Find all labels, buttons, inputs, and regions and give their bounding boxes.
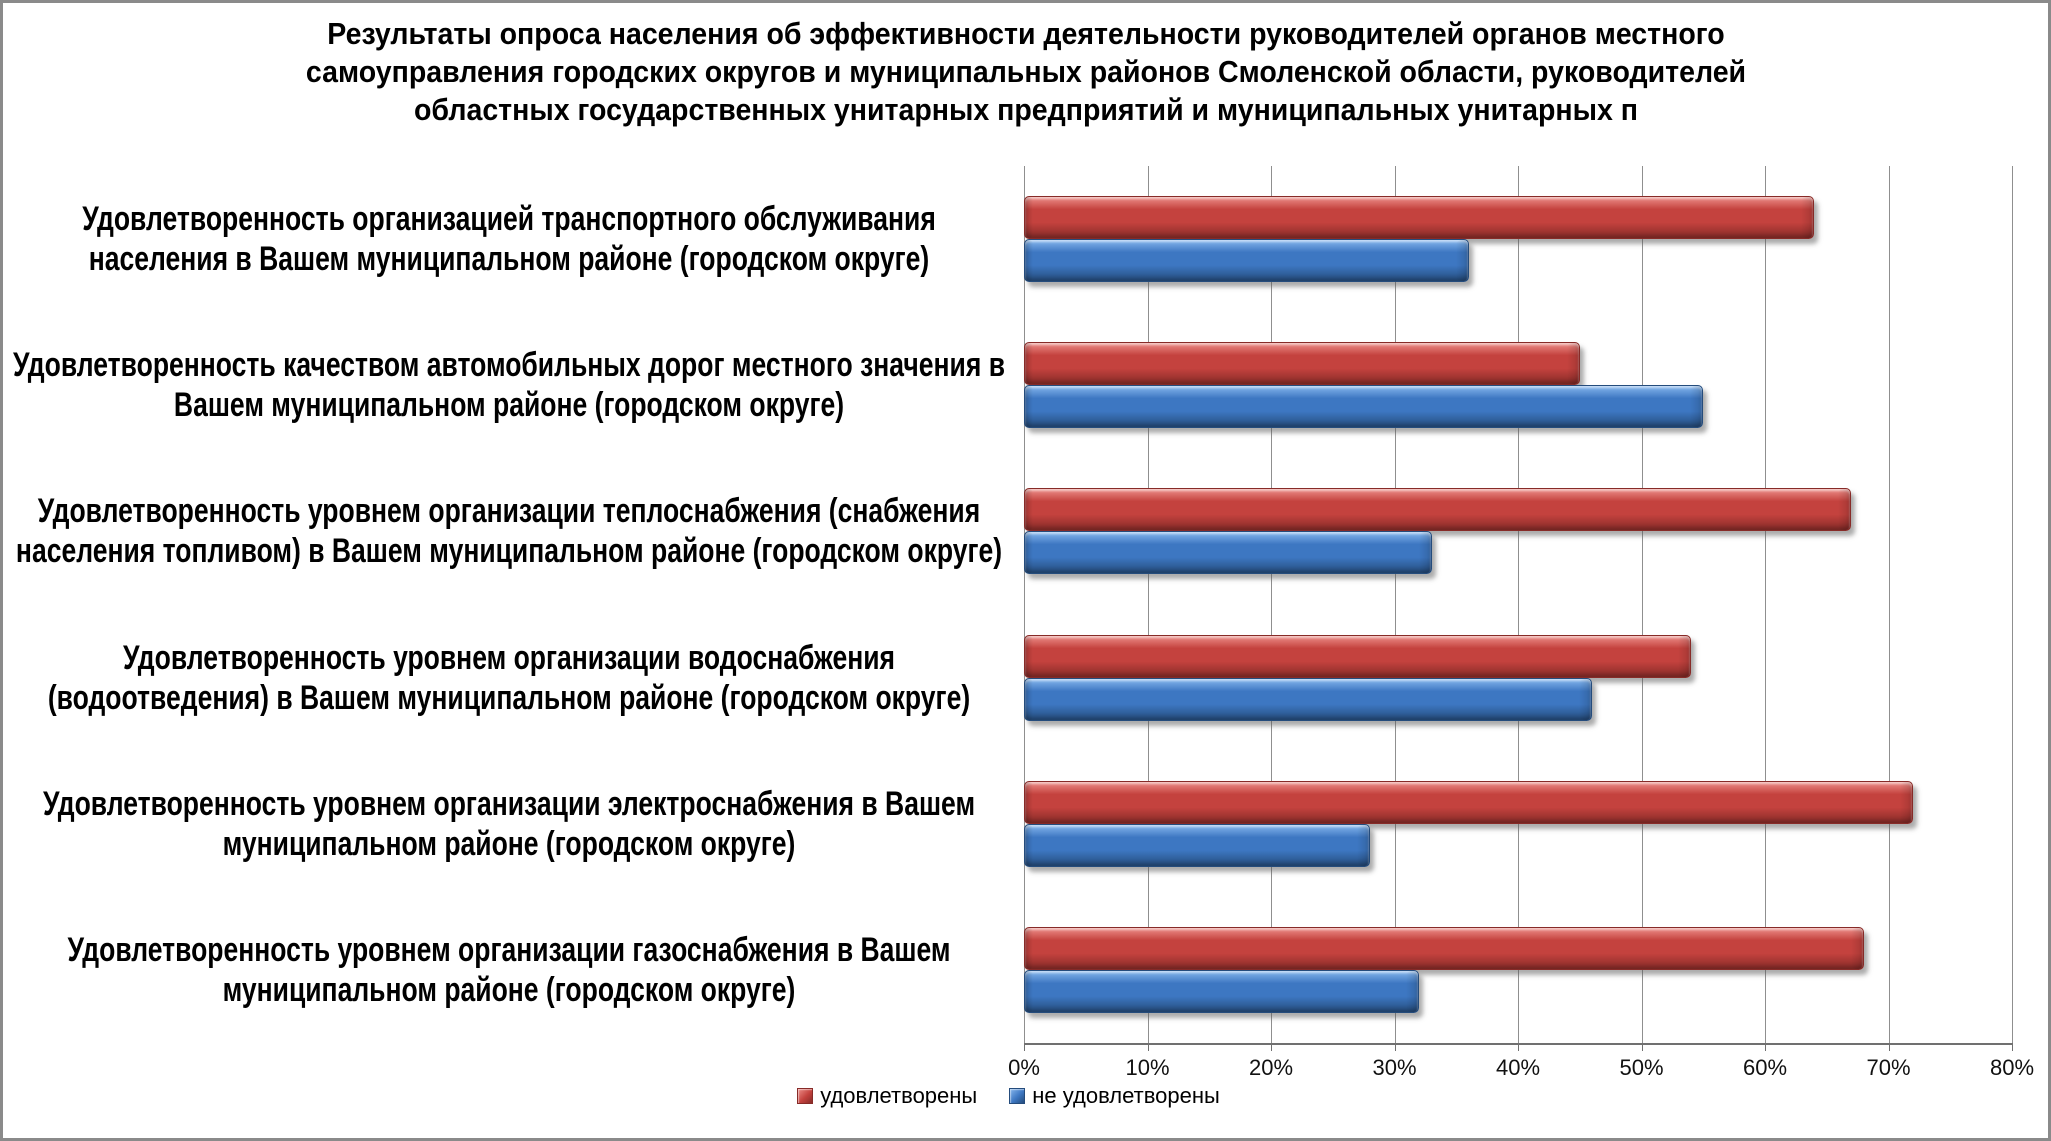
- gridline: [1518, 166, 1519, 1043]
- legend-item-dissatisfied: не удовлетворены: [1009, 1083, 1220, 1109]
- axis-tick-label: 80%: [1989, 1055, 2035, 1080]
- gridline: [1024, 166, 1025, 1043]
- bar-dissatisfied: [1024, 969, 1420, 1013]
- category-label: Удовлетворенность уровнем организации те…: [15, 492, 1003, 571]
- bar-dissatisfied: [1024, 385, 1704, 429]
- axis-tick-label: 50%: [1619, 1055, 1664, 1080]
- axis-tick-label: 60%: [1742, 1055, 1788, 1080]
- category-label: Удовлетворенность уровнем организации га…: [67, 930, 951, 1009]
- axis-tick: [1641, 1043, 1643, 1051]
- category-label: Удовлетворенность уровнем организации эл…: [42, 784, 976, 863]
- gridline: [1641, 166, 1643, 1043]
- bar-satisfied: [1024, 488, 1852, 532]
- bar-satisfied: [1024, 780, 1914, 824]
- axis-tick: [2012, 1043, 2013, 1051]
- x-axis-line: [1024, 1043, 2012, 1045]
- bar-satisfied: [1024, 342, 1580, 386]
- bar-satisfied: [1024, 926, 1864, 970]
- legend-color-swatch-satisfied: [797, 1088, 814, 1104]
- category-label: Удовлетворенность организацией транспорт…: [82, 200, 936, 279]
- legend-color-swatch-dissatisfied: [1009, 1088, 1026, 1104]
- legend-label-satisfied: удовлетворены: [820, 1083, 978, 1108]
- axis-tick: [1147, 1043, 1149, 1051]
- axis-tick-label: 0%: [1008, 1055, 1040, 1080]
- legend: удовлетворены не удовлетворены: [3, 1083, 2031, 1109]
- axis-tick: [1024, 1043, 1025, 1051]
- gridline: [1147, 166, 1149, 1043]
- axis-tick-label: 70%: [1866, 1055, 1911, 1080]
- legend-label-dissatisfied: не удовлетворены: [1032, 1083, 1220, 1108]
- bar-dissatisfied: [1024, 823, 1370, 867]
- bar-dissatisfied: [1024, 531, 1432, 575]
- gridline: [2012, 166, 2013, 1043]
- axis-tick: [1888, 1043, 1890, 1051]
- axis-tick: [1518, 1043, 1519, 1051]
- axis-tick: [1394, 1043, 1396, 1051]
- bar-dissatisfied: [1024, 239, 1469, 283]
- axis-tick: [1765, 1043, 1766, 1051]
- axis-tick-label: 40%: [1495, 1055, 1541, 1080]
- category-label: Удовлетворенность качеством автомобильны…: [12, 346, 1006, 425]
- axis-tick-label: 20%: [1248, 1055, 1294, 1080]
- bar-dissatisfied: [1024, 677, 1593, 721]
- axis-tick-label: 30%: [1372, 1055, 1417, 1080]
- bar-satisfied: [1024, 196, 1815, 240]
- axis-tick: [1271, 1043, 1272, 1051]
- chart-title: Результаты опроса населения об эффективн…: [305, 16, 1746, 127]
- axis-tick-label: 10%: [1125, 1055, 1170, 1080]
- legend-item-satisfied: удовлетворены: [797, 1083, 977, 1109]
- category-label: Удовлетворенность уровнем организации во…: [47, 638, 971, 717]
- bar-satisfied: [1024, 634, 1691, 678]
- gridline: [1271, 166, 1272, 1043]
- gridline: [1394, 166, 1396, 1043]
- gridline: [1888, 166, 1890, 1043]
- gridline: [1765, 166, 1766, 1043]
